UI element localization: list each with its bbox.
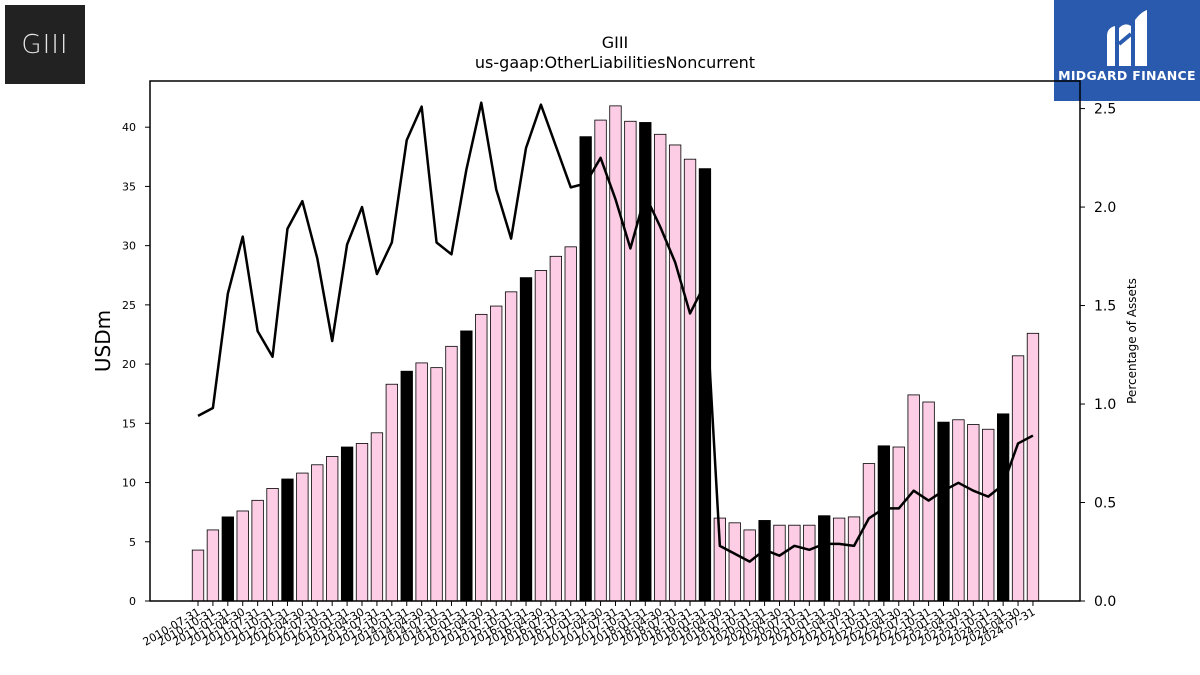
bar-2019-01-31 bbox=[698, 168, 712, 602]
bar-2012-04-30 bbox=[296, 472, 309, 602]
y2-tick-label: 0.5 bbox=[1094, 496, 1116, 512]
bar-2021-04-30 bbox=[832, 517, 846, 602]
y-tick-label: 25 bbox=[122, 299, 136, 312]
bar-2016-07-31 bbox=[549, 255, 562, 602]
bar-2014-04-30 bbox=[415, 362, 428, 602]
bar-2015-10-31 bbox=[504, 291, 518, 602]
bar-2022-04-30 bbox=[892, 446, 905, 602]
bar-2021-07-31 bbox=[847, 516, 861, 602]
y-axis-left: 0 5 10 15 20 25 30 35 40 bbox=[122, 121, 150, 608]
midgard-finance-logo: MIDGARD FINANCE bbox=[1054, 0, 1200, 101]
bar-2016-04-30 bbox=[534, 270, 548, 602]
bar-2017-01-31 bbox=[579, 136, 592, 602]
bar-2022-01-31 bbox=[877, 445, 891, 602]
bar-2012-01-31 bbox=[281, 478, 294, 602]
y-tick-label: 30 bbox=[122, 240, 136, 253]
bar-2024-07-31 bbox=[1026, 332, 1040, 602]
bar-2012-07-31 bbox=[311, 464, 324, 602]
bar-2013-01-31 bbox=[340, 446, 354, 602]
bar-2015-04-30 bbox=[475, 313, 488, 602]
bar-2014-10-31 bbox=[445, 345, 458, 602]
bar-2024-04-30 bbox=[1011, 355, 1025, 602]
bar-2021-10-31 bbox=[862, 463, 876, 602]
bar-2021-01-31 bbox=[818, 515, 831, 602]
y-tick-label: 10 bbox=[122, 477, 136, 490]
bar-2014-01-31 bbox=[400, 370, 413, 602]
bar-2017-10-31 bbox=[624, 120, 637, 602]
y-tick-label: 5 bbox=[129, 536, 136, 549]
company-logo-giii: GIII bbox=[5, 5, 85, 84]
bar-2010-07-31 bbox=[191, 549, 205, 602]
y2-tick-label: 2.0 bbox=[1094, 200, 1116, 216]
bar-2011-01-31 bbox=[221, 516, 234, 602]
y2-tick-label: 1.5 bbox=[1094, 299, 1116, 315]
bar-2013-10-31 bbox=[385, 383, 398, 602]
bar-2023-10-31 bbox=[982, 428, 995, 602]
bar-2019-10-31 bbox=[743, 529, 756, 602]
bar-2015-07-31 bbox=[490, 305, 503, 602]
y-tick-label: 15 bbox=[122, 417, 136, 430]
bar-2024-01-31 bbox=[996, 413, 1010, 602]
bar-series bbox=[191, 105, 1040, 602]
bar-2014-07-31 bbox=[430, 367, 443, 602]
y-tick-label: 20 bbox=[122, 358, 136, 371]
midgard-logo-text: MIDGARD FINANCE bbox=[1058, 68, 1196, 83]
percentage-line-series bbox=[197, 101, 1034, 563]
chart-subtitle: us-gaap:OtherLiabilitiesNoncurrent bbox=[475, 53, 755, 72]
y-axis-right: 0.0 0.5 1.0 1.5 2.0 2.5 bbox=[1080, 102, 1116, 610]
bar-2023-01-31 bbox=[937, 421, 950, 602]
bar-2017-04-30 bbox=[594, 119, 607, 602]
bar-2017-07-31 bbox=[609, 105, 622, 602]
y-tick-label: 35 bbox=[122, 180, 136, 193]
y-axis-label: USDm bbox=[91, 310, 115, 372]
bar-2011-04-30 bbox=[236, 510, 249, 602]
bar-2015-01-31 bbox=[460, 330, 473, 602]
bar-2018-10-31 bbox=[683, 158, 697, 602]
y2-tick-label: 2.5 bbox=[1094, 102, 1116, 118]
bar-2010-10-31 bbox=[206, 529, 220, 602]
bar-2020-04-30 bbox=[773, 524, 786, 602]
bar-2023-04-30 bbox=[952, 419, 965, 602]
bar-2018-07-31 bbox=[668, 144, 682, 602]
bar-2011-10-31 bbox=[266, 488, 279, 602]
bar-2012-10-31 bbox=[326, 456, 339, 602]
y2-tick-label: 1.0 bbox=[1094, 397, 1116, 413]
midgard-mark-icon bbox=[1107, 10, 1147, 66]
bar-2020-07-31 bbox=[788, 524, 801, 602]
bar-2013-07-31 bbox=[370, 432, 384, 602]
bar-2020-10-31 bbox=[803, 524, 816, 602]
y2-tick-label: 0.0 bbox=[1094, 594, 1116, 610]
y2-axis-label: Percentage of Assets bbox=[1125, 278, 1139, 404]
bar-2019-07-31 bbox=[728, 522, 741, 602]
bar-2013-04-30 bbox=[355, 443, 369, 602]
bar-2016-10-31 bbox=[564, 246, 577, 602]
y-tick-label: 40 bbox=[122, 121, 136, 134]
x-axis: 2010-07-312010-10-312011-01-312011-04-30… bbox=[141, 601, 1037, 649]
bar-2022-07-31 bbox=[907, 394, 920, 602]
percentage-of-assets-line bbox=[197, 101, 1034, 563]
bar-2018-04-30 bbox=[654, 133, 667, 602]
company-logo-text: GIII bbox=[21, 29, 69, 60]
bar-2023-07-31 bbox=[967, 424, 980, 602]
bar-2011-07-31 bbox=[251, 499, 264, 602]
bar-2016-01-31 bbox=[519, 277, 533, 602]
y-tick-label: 0 bbox=[129, 595, 136, 608]
bar-2020-01-31 bbox=[758, 520, 771, 602]
chart-title: GIII bbox=[602, 33, 629, 52]
